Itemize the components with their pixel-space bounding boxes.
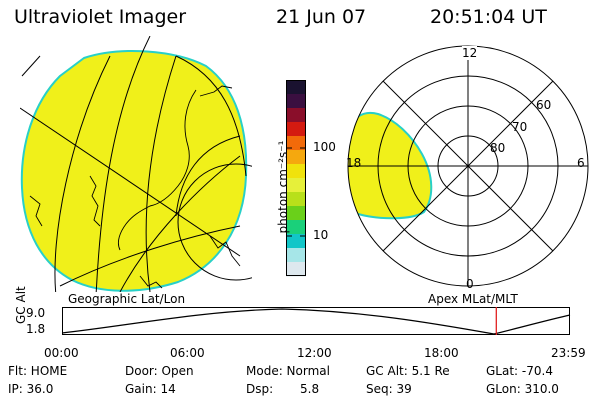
sequence-number: Seq: 39 (366, 382, 412, 396)
colorbar-band (286, 234, 306, 249)
mlt-label-12: 12 (462, 46, 478, 60)
aurora-image-fill (20, 50, 248, 292)
coastline (117, 89, 197, 251)
timeline-ytick-bottom: 1.8 (26, 322, 46, 336)
coastline (209, 235, 241, 267)
geo-grid-line (20, 107, 241, 257)
geographic-image (20, 36, 252, 292)
geo-longitude: GLon: 310.0 (486, 382, 559, 396)
gain-value: Gain: 14 (125, 382, 176, 396)
dsp-label: Dsp: (246, 382, 274, 396)
colorbar-band (286, 178, 306, 193)
colorbar-tick-10: 10 (313, 228, 329, 242)
coastline (29, 195, 43, 227)
colorbar-tick-100: 100 (313, 140, 336, 154)
geo-grid-circle (177, 163, 252, 281)
polar-panel-label: Apex MLat/MLT (428, 292, 518, 306)
mlt-label-6: 6 (577, 156, 585, 170)
colorbar-band (286, 206, 306, 221)
gc-altitude: GC Alt: 5.1 Re (366, 364, 450, 378)
geo-grid-line (21, 55, 41, 77)
geo-grid-line (175, 135, 241, 217)
coastline (139, 275, 163, 289)
colorbar-band (286, 94, 306, 109)
timeline-xtick: 23:59 (551, 346, 586, 360)
altitude-curve (61, 308, 571, 335)
colorbar-band (286, 108, 306, 123)
colorbar-band (286, 136, 306, 151)
timeline-xtick: 18:00 (424, 346, 459, 360)
colorbar (286, 80, 306, 277)
colorbar-band (286, 220, 306, 235)
orbit-timeline (61, 307, 571, 335)
mlt-label-18: 18 (346, 156, 362, 170)
timeline-xtick: 00:00 (44, 346, 79, 360)
mlat-label-60: 60 (536, 98, 552, 112)
colorbar-band (286, 164, 306, 179)
mode-status: Mode: Normal (246, 364, 330, 378)
colorbar-band (286, 192, 306, 207)
geo-grid-line (54, 55, 111, 292)
mlat-label-80: 80 (490, 141, 506, 155)
geo-panel-label: Geographic Lat/Lon (68, 292, 186, 306)
date-label: 21 Jun 07 (276, 6, 367, 28)
polar-image (347, 45, 589, 287)
geo-latitude: GLat: -70.4 (486, 364, 553, 378)
timeline-ytick-top: 9.0 (26, 306, 46, 320)
geo-grid-line (95, 36, 151, 292)
colorbar-unit-label: photon cm⁻²s⁻¹ (276, 140, 290, 234)
colorbar-band (286, 80, 306, 95)
flight-status: Flt: HOME (8, 364, 68, 378)
colorbar-band (286, 122, 306, 137)
colorbar-band (286, 248, 306, 263)
geo-grid-line (175, 55, 247, 177)
colorbar-band (286, 262, 306, 277)
polar-axis (382, 80, 554, 252)
coastline (89, 175, 101, 227)
timeline-xtick: 12:00 (297, 346, 332, 360)
time-label: 20:51:04 UT (430, 6, 547, 28)
instrument-title: Ultraviolet Imager (14, 6, 187, 28)
mlt-label-0: 0 (466, 277, 474, 291)
door-status: Door: Open (125, 364, 194, 378)
timeline-xtick: 06:00 (170, 346, 205, 360)
mlat-label-70: 70 (512, 120, 528, 134)
geo-grid-line (59, 225, 241, 287)
colorbar-band (286, 150, 306, 165)
dsp-value: 5.8 (300, 382, 320, 396)
ip-value: IP: 36.0 (8, 382, 54, 396)
coastline (199, 85, 233, 97)
geo-grid-line (145, 55, 177, 292)
